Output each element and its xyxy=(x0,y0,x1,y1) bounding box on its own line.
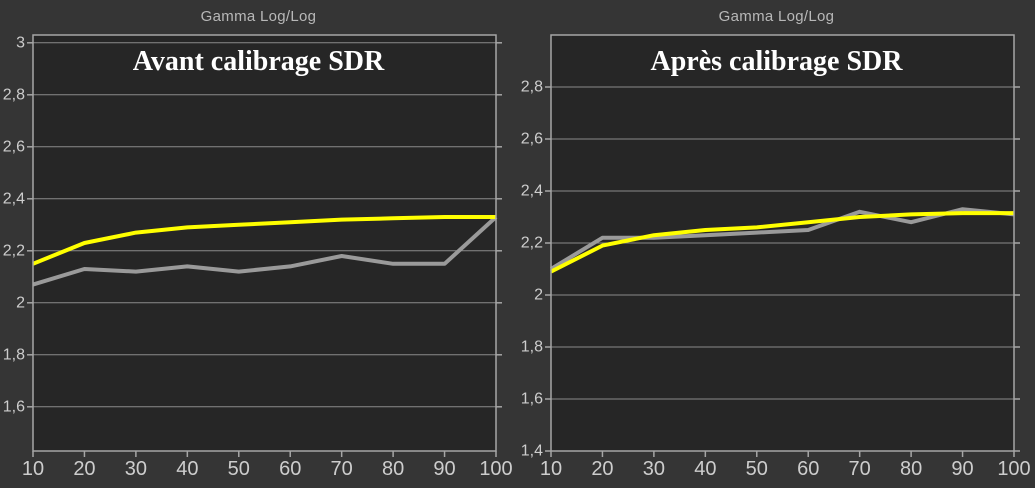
gamma-reference-curve xyxy=(550,211,1014,274)
x-axis-tick-label: 20 xyxy=(73,458,95,480)
gamma-chart-after-svg: 2,8 2,6 2,4 2,2 2 1,8 1,6 1,410 20 30 40 50 60 70 80 90… xyxy=(521,34,1031,480)
gamma-chart-before-svg: 3 2,8 2,6 2,4 2,2 2 1,8 1,6 10 20 30 40 50 60 70 80 90 10… xyxy=(3,34,513,480)
y-axis-tick-label: 2,4 xyxy=(3,190,25,207)
inner-chart-title-before: Avant calibrage SDR xyxy=(132,46,385,77)
x-axis-tick-label: 80 xyxy=(382,458,404,480)
inner-chart-title-after: Après calibrage SDR xyxy=(650,46,903,77)
y-axis-tick-label: 2,8 xyxy=(521,79,543,96)
y-axis-tick-label: 2,6 xyxy=(521,131,543,148)
x-axis-tick-label: 10 xyxy=(22,458,44,480)
y-axis-tick-label: 2,6 xyxy=(3,138,25,155)
y-axis-tick-label: 1,6 xyxy=(521,391,543,408)
plot-area xyxy=(33,35,496,451)
y-axis-tick-label: 1,4 xyxy=(521,443,543,460)
y-axis-tick-label: 2 xyxy=(534,287,543,304)
y-axis-tick-label: 2 xyxy=(16,294,25,311)
x-axis-tick-label: 90 xyxy=(951,458,973,480)
chart-panel-after-calibration: 2,8 2,6 2,4 2,2 2 1,8 1,6 1,4 10 20 30 40 50 60 70 80 90… xyxy=(518,0,1035,488)
x-axis-tick-label: 40 xyxy=(176,458,198,480)
gamma-reference-curve xyxy=(32,215,496,266)
x-axis-tick-label: 100 xyxy=(997,458,1030,480)
x-axis-tick-label: 60 xyxy=(797,458,819,480)
x-axis-tick-label: 100 xyxy=(479,458,512,480)
x-axis-tick-label: 30 xyxy=(125,458,147,480)
chart-title: Gamma Log/Log xyxy=(718,8,835,25)
x-axis-tick-label: 70 xyxy=(849,458,871,480)
y-axis-tick-label: 2,8 xyxy=(3,86,25,103)
x-axis-tick-label: 80 xyxy=(900,458,922,480)
x-axis-tick-label: 30 xyxy=(643,458,665,480)
y-axis-tick-label: 1,8 xyxy=(3,346,25,363)
x-axis-tick-label: 40 xyxy=(694,458,716,480)
y-axis-tick-label: 2,4 xyxy=(521,183,543,200)
y-axis-tick-label: 3 xyxy=(16,34,25,51)
x-axis-tick-label: 10 xyxy=(540,458,562,480)
x-axis-tick-label: 50 xyxy=(228,458,250,480)
x-axis-tick-label: 20 xyxy=(591,458,613,480)
plot-border xyxy=(550,34,1015,452)
gamma-measured-curve xyxy=(32,215,498,287)
y-axis-tick-label: 2,2 xyxy=(521,235,543,252)
x-axis-tick-label: 90 xyxy=(433,458,455,480)
chart-title: Gamma Log/Log xyxy=(200,8,317,25)
plot-border xyxy=(32,34,497,452)
y-axis-tick-label: 2,2 xyxy=(3,242,25,259)
y-axis-tick-label: 1,8 xyxy=(521,339,543,356)
y-axis-tick-label: 1,6 xyxy=(3,398,25,415)
x-axis-tick-label: 60 xyxy=(279,458,301,480)
x-axis-tick-label: 70 xyxy=(331,458,353,480)
x-axis-tick-label: 50 xyxy=(746,458,768,480)
chart-panel-before-calibration: 3 2,8 2,6 2,4 2,2 2 1,8 1,6 10 20 30 40 50 60 70 80 90 10… xyxy=(0,0,517,488)
